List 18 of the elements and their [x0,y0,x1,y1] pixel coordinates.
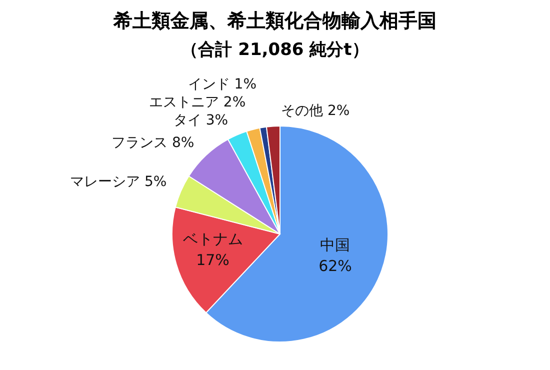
data-label: 8% [172,134,194,151]
data-label: 1% [234,76,257,93]
data-label: 5% [144,174,167,190]
data-label: 3% [206,112,228,129]
slice-label: インド [188,76,230,93]
data-label: 62% [318,256,352,275]
chart-subtitle: （合計 21,086 純分t） [180,39,370,61]
slice-label: フランス [112,134,168,151]
data-label: 17% [196,251,230,270]
data-label: 2% [223,94,246,111]
slice-label: ベトナム [182,230,243,248]
slice-label: エストニア [148,94,219,111]
slice-label: 中国 [320,236,350,254]
slice-label: タイ [173,112,202,129]
slice-label: マレーシア [70,174,140,190]
chart-title: 希土類金属、希土類化合物輸入相手国 [112,9,438,34]
data-label: 2% [327,103,350,120]
slice-label: その他 [281,103,323,120]
